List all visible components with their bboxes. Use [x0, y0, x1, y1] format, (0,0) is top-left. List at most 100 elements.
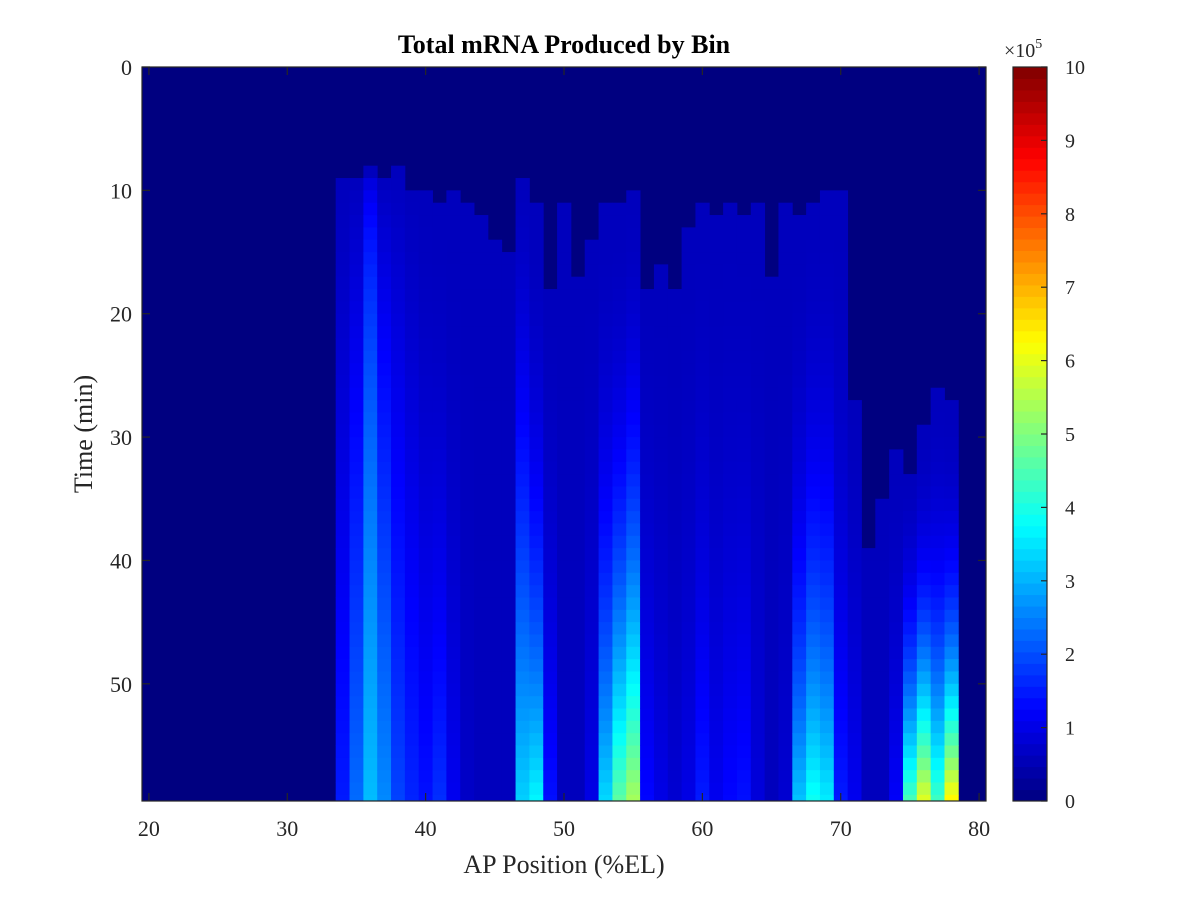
heatmap-cell	[515, 745, 530, 759]
heatmap-cell	[404, 375, 420, 389]
heatmap-cell	[833, 548, 849, 561]
heatmap-cell	[363, 634, 378, 648]
heatmap-cell	[889, 733, 904, 746]
heatmap-cell	[377, 622, 392, 635]
heatmap-cell	[557, 671, 572, 685]
heatmap-cell	[598, 572, 613, 586]
heatmap-cell	[404, 338, 420, 352]
heatmap-cell	[889, 498, 904, 512]
heatmap-cell	[446, 252, 461, 265]
heatmap-cell	[626, 202, 641, 216]
heatmap-cell	[889, 745, 904, 759]
heatmap-cell	[487, 400, 503, 413]
heatmap-cell	[626, 597, 641, 611]
heatmap-cell	[432, 523, 447, 537]
heatmap-cell	[681, 696, 696, 709]
heatmap-cell	[418, 671, 433, 685]
heatmap-cell	[667, 437, 683, 450]
heatmap-cell	[819, 646, 835, 660]
heatmap-cell	[377, 461, 392, 475]
heatmap-cell	[377, 202, 392, 216]
x-tick-label: 20	[138, 816, 160, 841]
heatmap-cell	[418, 535, 433, 549]
heatmap-cell	[570, 474, 586, 487]
heatmap-cell	[778, 498, 793, 512]
heatmap-cell	[709, 437, 724, 450]
heatmap-cell	[861, 733, 876, 746]
heatmap-cell	[543, 511, 558, 524]
heatmap-cell	[847, 720, 862, 734]
colorbar-strip	[1013, 388, 1047, 401]
heatmap-cell	[750, 486, 766, 500]
heatmap-cell	[944, 646, 959, 660]
heatmap-cell	[612, 437, 627, 450]
heatmap-cell	[736, 474, 752, 487]
heatmap-cell	[501, 720, 516, 734]
heatmap-cell	[501, 659, 516, 672]
heatmap-cell	[446, 597, 461, 611]
heatmap-cell	[363, 215, 378, 228]
heatmap-cell	[819, 412, 835, 426]
heatmap-cell	[377, 227, 392, 241]
heatmap-cell	[916, 683, 932, 697]
heatmap-cell	[474, 313, 489, 327]
heatmap-cell	[736, 696, 752, 709]
heatmap-cell	[695, 276, 710, 290]
heatmap-cell	[570, 375, 586, 389]
heatmap-cell	[612, 671, 627, 685]
heatmap-cell	[889, 671, 904, 685]
heatmap-cell	[889, 659, 904, 672]
heatmap-cell	[612, 387, 627, 401]
heatmap-cell	[736, 671, 752, 685]
heatmap-cell	[460, 671, 475, 685]
heatmap-cell	[391, 585, 406, 598]
heatmap-cell	[806, 597, 821, 611]
heatmap-cell	[626, 190, 641, 204]
heatmap-cell	[861, 659, 876, 672]
heatmap-cell	[709, 239, 724, 253]
heatmap-cell	[460, 560, 475, 574]
heatmap-cell	[349, 276, 364, 290]
heatmap-cell	[570, 671, 586, 685]
heatmap-cell	[349, 597, 364, 611]
heatmap-cell	[723, 301, 738, 315]
heatmap-cell	[916, 498, 932, 512]
heatmap-cell	[833, 375, 849, 389]
heatmap-cell	[391, 178, 406, 191]
heatmap-cell	[391, 400, 406, 413]
heatmap-cell	[861, 794, 876, 802]
heatmap-cell	[543, 696, 558, 709]
heatmap-cell	[653, 289, 669, 302]
heatmap-cell	[487, 264, 503, 278]
heatmap-cell	[626, 400, 641, 413]
heatmap-cell	[723, 313, 738, 327]
heatmap-cell	[487, 338, 503, 352]
heatmap-cell	[861, 720, 876, 734]
heatmap-cell	[349, 696, 364, 709]
heatmap-cell	[709, 683, 724, 697]
heatmap-cell	[847, 794, 862, 802]
heatmap-cell	[446, 757, 461, 771]
heatmap-cell	[667, 400, 683, 413]
heatmap-cell	[584, 338, 599, 352]
heatmap-cell	[529, 782, 544, 796]
colorbar-strip	[1013, 261, 1047, 274]
heatmap-cell	[889, 511, 904, 524]
heatmap-cell	[460, 338, 475, 352]
heatmap-cell	[474, 671, 489, 685]
heatmap-cell	[335, 474, 350, 487]
heatmap-cell	[944, 609, 959, 623]
heatmap-cell	[487, 585, 503, 598]
heatmap-cell	[723, 326, 738, 339]
heatmap-cell	[750, 498, 766, 512]
heatmap-cell	[377, 363, 392, 376]
heatmap-cell	[487, 498, 503, 512]
heatmap-cell	[515, 301, 530, 315]
heatmap-cell	[404, 585, 420, 598]
heatmap-cell	[515, 683, 530, 697]
heatmap-cell	[391, 437, 406, 450]
colorbar-exponent: ×105	[1004, 37, 1042, 62]
heatmap-cell	[335, 548, 350, 561]
heatmap-cell	[391, 375, 406, 389]
heatmap-cell	[750, 671, 766, 685]
